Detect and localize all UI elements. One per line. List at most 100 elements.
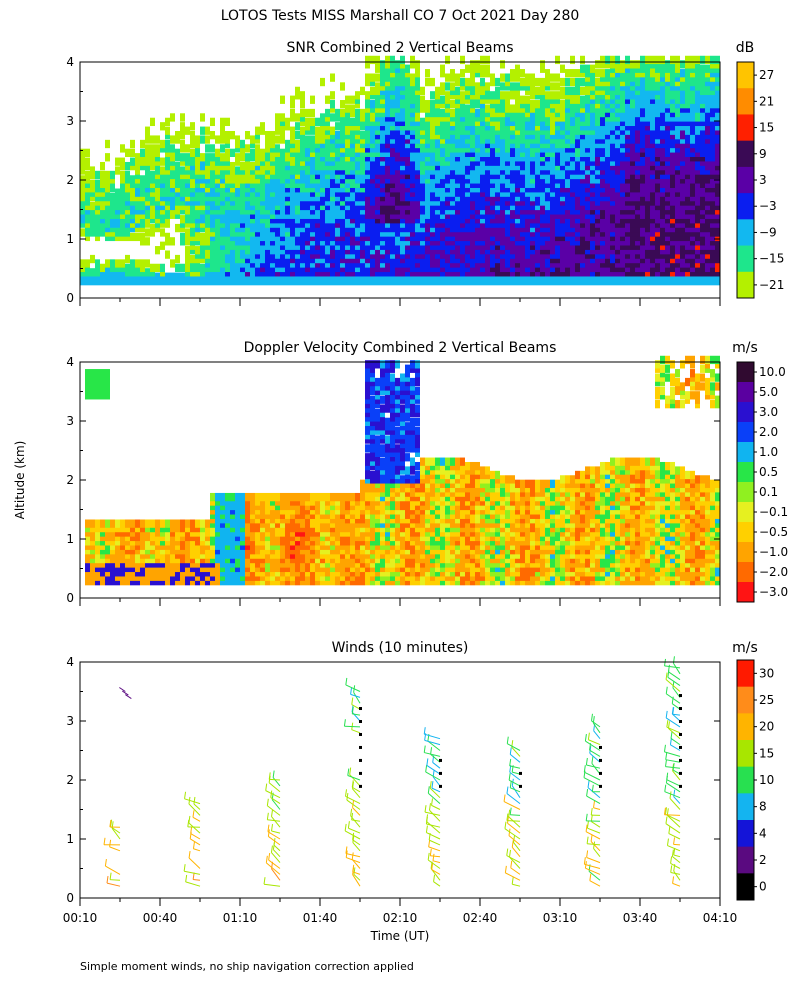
snr-cell [420, 95, 425, 104]
snr-cell [580, 135, 585, 144]
snr-cell [405, 82, 410, 91]
snr-cell [670, 215, 675, 224]
snr-cell [480, 223, 485, 233]
snr-cell [85, 192, 90, 202]
snr-cell [500, 60, 505, 69]
snr-cell [560, 166, 565, 175]
snr-cell [500, 139, 505, 149]
snr-cell [500, 228, 505, 237]
snr-cell [225, 263, 230, 273]
snr-cell [675, 86, 680, 96]
snr-cell [510, 144, 515, 153]
snr-cell [255, 157, 260, 166]
snr-cell [395, 263, 400, 273]
snr-cell [150, 201, 155, 211]
snr-cell [430, 228, 435, 237]
snr-cell [410, 219, 415, 228]
snr-cell [475, 139, 480, 149]
snr-cell [205, 184, 210, 193]
snr-cell [445, 228, 450, 237]
snr-cell [400, 237, 405, 246]
snr-cell [620, 175, 625, 184]
snr-cell [560, 192, 565, 202]
snr-cell [220, 184, 225, 193]
snr-cell [510, 237, 515, 246]
snr-cell [545, 135, 550, 144]
snr-cell [335, 237, 340, 246]
snr-cell [300, 184, 305, 193]
snr-cell [175, 192, 180, 202]
snr-cell [430, 91, 435, 100]
snr-cell [660, 139, 665, 149]
snr-cell [380, 179, 385, 188]
snr-cell [345, 130, 350, 140]
snr-cell [195, 144, 200, 153]
snr-cell [675, 113, 680, 122]
snr-cell [245, 170, 250, 180]
snr-cell [690, 232, 695, 242]
snr-cell [365, 201, 370, 211]
snr-cell [620, 69, 625, 78]
snr-cell [675, 166, 680, 175]
snr-cell [660, 161, 665, 171]
snr-cell [165, 188, 170, 197]
snr-cell [440, 188, 445, 197]
snr-cell [375, 108, 380, 118]
snr-cell [365, 170, 370, 180]
snr-cell [410, 91, 415, 100]
snr-cell [120, 170, 125, 180]
snr-cell [440, 126, 445, 135]
snr-cell [380, 126, 385, 135]
snr-cell [345, 166, 350, 175]
snr-cell [460, 55, 465, 65]
snr-cell [115, 228, 120, 237]
snr-cell [330, 170, 335, 180]
snr-cell [170, 201, 175, 211]
snr-cell [290, 144, 295, 153]
snr-cell [80, 166, 85, 175]
snr-cell [500, 170, 505, 180]
snr-cell [350, 166, 355, 175]
snr-cell [305, 122, 310, 131]
snr-cell [380, 148, 385, 157]
snr-cell [250, 135, 255, 144]
snr-cell [220, 166, 225, 175]
snr-cell [385, 161, 390, 171]
snr-cell [165, 206, 170, 215]
snr-cell [305, 223, 310, 233]
snr-cell [390, 95, 395, 104]
snr-cell [640, 108, 645, 118]
snr-cell [355, 113, 360, 122]
snr-cell [470, 175, 475, 184]
snr-cell [425, 254, 430, 264]
snr-cell [385, 228, 390, 237]
snr-cell [480, 126, 485, 135]
snr-cell [505, 228, 510, 237]
snr-cell [220, 153, 225, 162]
snr-cell [430, 254, 435, 264]
snr-cell [385, 166, 390, 175]
snr-cell [545, 91, 550, 100]
snr-cell [370, 254, 375, 264]
snr-cell [630, 254, 635, 264]
snr-cell [585, 108, 590, 118]
snr-cell [130, 201, 135, 211]
snr-cell [615, 206, 620, 215]
snr-cell [225, 148, 230, 157]
snr-cell [695, 241, 700, 250]
snr-cell [670, 153, 675, 162]
snr-cell [695, 170, 700, 180]
snr-cell [280, 263, 285, 273]
snr-cell [535, 215, 540, 224]
snr-cell [405, 148, 410, 157]
snr-cell [530, 144, 535, 153]
snr-cell [510, 268, 515, 277]
snr-cell [395, 179, 400, 188]
snr-cell [575, 254, 580, 264]
snr-cell [320, 161, 325, 171]
snr-cell [135, 157, 140, 166]
snr-cell [450, 206, 455, 215]
snr-cell [380, 82, 385, 91]
snr-cell [155, 161, 160, 171]
snr-cell [480, 237, 485, 246]
